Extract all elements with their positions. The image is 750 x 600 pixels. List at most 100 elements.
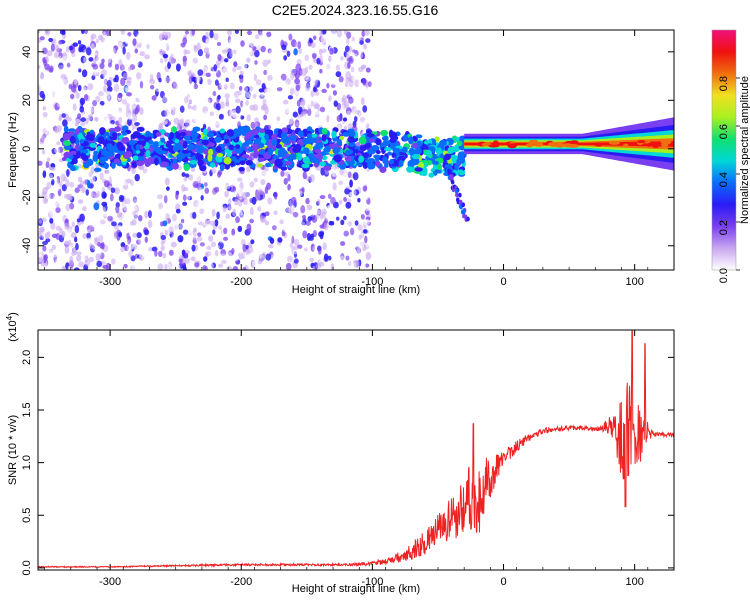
spectrogram-cell bbox=[118, 194, 125, 202]
spectrogram-cell bbox=[48, 81, 55, 89]
spectrogram-cell bbox=[129, 105, 135, 110]
spectrogram-cell bbox=[48, 174, 54, 182]
spectrogram-cell bbox=[212, 90, 217, 97]
spectrogram-cell bbox=[158, 123, 163, 131]
spectrogram-cell bbox=[304, 42, 309, 49]
spectrogram-cell bbox=[362, 127, 366, 135]
spectrogram-cell bbox=[143, 229, 150, 236]
spectrogram-cell bbox=[275, 262, 280, 270]
x-tick-label: -200 bbox=[230, 276, 252, 288]
spectrogram-cell bbox=[41, 93, 46, 101]
spectrogram-cell bbox=[204, 265, 208, 270]
spectrogram-cell bbox=[234, 147, 244, 154]
spectrogram-cell bbox=[163, 43, 168, 50]
spectrogram-cell bbox=[294, 41, 299, 48]
spectrogram-cell bbox=[365, 38, 371, 43]
spectrogram-cell bbox=[349, 227, 355, 236]
spectrogram-cell bbox=[80, 86, 87, 93]
spectrogram-cell bbox=[69, 215, 74, 223]
spectrogram-cell bbox=[226, 219, 230, 224]
spectrogram-cell bbox=[153, 157, 159, 166]
spectrogram-cell bbox=[226, 265, 233, 270]
spectrogram-cell bbox=[168, 249, 174, 256]
spectrogram-cell bbox=[74, 225, 80, 234]
spectrogram-cell bbox=[178, 223, 183, 230]
spectrogram-cell bbox=[281, 44, 287, 51]
spectrogram-cell bbox=[212, 229, 216, 235]
spectrogram-cell bbox=[72, 42, 79, 47]
spectrogram-cell bbox=[41, 47, 48, 55]
spectrogram-cell bbox=[120, 242, 126, 248]
spectrogram-cell bbox=[364, 206, 370, 212]
spectrogram-cell bbox=[135, 97, 140, 103]
colorbar-tick-label: 0.6 bbox=[718, 124, 730, 139]
spectrogram-cell bbox=[265, 162, 271, 168]
spectrogram-cell bbox=[45, 238, 51, 243]
spectrogram-cell bbox=[294, 78, 300, 85]
spectrogram-cell bbox=[314, 79, 318, 86]
spectrogram-cell bbox=[167, 196, 172, 203]
spectrogram-cell bbox=[117, 40, 123, 48]
spectrogram-cell bbox=[307, 108, 312, 116]
spectrogram-cell bbox=[344, 188, 350, 195]
spectrogram-cell bbox=[71, 117, 76, 126]
spectrogram-cell bbox=[212, 181, 217, 186]
spectrogram-cell bbox=[305, 83, 311, 92]
spectrogram-cell bbox=[192, 206, 197, 213]
spectrogram-cell bbox=[104, 131, 110, 137]
spectrogram-cell bbox=[165, 42, 170, 52]
spectrogram-cell bbox=[310, 100, 314, 107]
spectrogram-cell bbox=[286, 255, 293, 263]
spectrogram-cell bbox=[321, 127, 328, 135]
spectrogram-cell bbox=[363, 143, 371, 149]
spectrogram-cell bbox=[240, 35, 246, 42]
spectrogram-cell bbox=[321, 88, 327, 94]
spectrogram-cell bbox=[130, 113, 136, 119]
spectrogram-cell bbox=[182, 60, 187, 67]
spectrogram-cell bbox=[220, 68, 227, 75]
spectrogram-cell bbox=[197, 145, 205, 153]
spectrogram-cell bbox=[260, 179, 266, 186]
spectrogram-cell bbox=[95, 55, 101, 63]
spectrogram-cell bbox=[168, 236, 172, 243]
spectrogram-cell bbox=[318, 48, 323, 56]
spectrogram-cell bbox=[159, 221, 164, 227]
spectrogram-cell bbox=[286, 105, 291, 110]
spectrogram-cell bbox=[192, 57, 198, 64]
spectrogram-cell bbox=[207, 97, 213, 104]
spectrogram-cell bbox=[269, 237, 275, 244]
spectrogram-cell bbox=[204, 218, 211, 225]
spectrogram-cell bbox=[135, 149, 141, 154]
spectrogram-cell bbox=[193, 83, 198, 90]
spectrogram-cell bbox=[282, 257, 287, 265]
spectrogram-cell bbox=[220, 249, 227, 257]
spectrogram-cell bbox=[261, 251, 266, 260]
spectrogram-cell bbox=[110, 187, 116, 194]
spectrogram-cell bbox=[365, 123, 370, 129]
spectrogram-cell bbox=[54, 153, 61, 161]
spectrogram-cell bbox=[358, 136, 367, 145]
spectrogram-cell bbox=[346, 37, 350, 46]
spectrogram-cell bbox=[260, 45, 266, 53]
spectrogram-cell bbox=[166, 109, 172, 117]
spectrogram-cell bbox=[109, 122, 114, 129]
spectrogram-cell bbox=[51, 244, 57, 250]
carrier-blob bbox=[488, 144, 500, 148]
spectrogram-cell bbox=[69, 181, 75, 188]
spectrogram-cell bbox=[80, 55, 87, 64]
spectrogram-cell bbox=[77, 40, 82, 45]
y-tick-label: -40 bbox=[21, 238, 33, 254]
spectrogram-cell bbox=[63, 151, 71, 159]
spectrogram-cell bbox=[276, 61, 282, 67]
spectrogram-cell bbox=[187, 225, 193, 234]
spectrogram-cell bbox=[226, 185, 232, 192]
spectrogram-cell bbox=[131, 243, 138, 250]
spectrogram-cell bbox=[194, 262, 200, 268]
spectrogram-cell bbox=[126, 220, 131, 228]
spectrogram-cell bbox=[328, 245, 333, 250]
spectrogram-cell bbox=[317, 246, 322, 255]
spectrogram-cell bbox=[45, 186, 49, 191]
spectrogram-cell bbox=[162, 213, 167, 219]
spectrogram-cell bbox=[187, 143, 196, 150]
